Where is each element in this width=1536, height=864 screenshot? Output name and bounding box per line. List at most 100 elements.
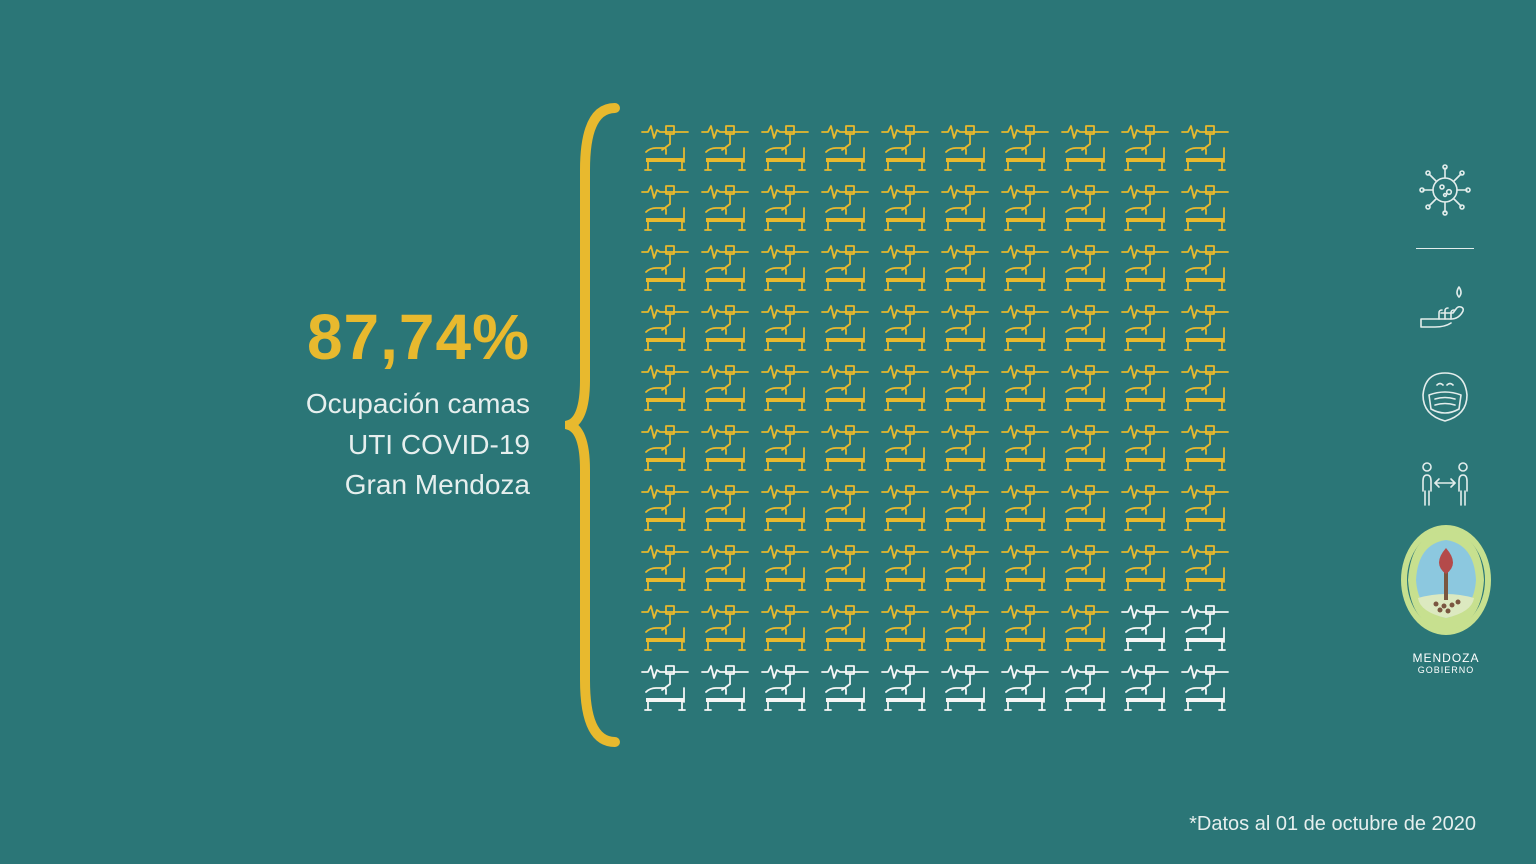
bed-icon-filled: [1060, 182, 1110, 234]
bed-icon-empty: [940, 662, 990, 714]
bed-icon-empty: [880, 662, 930, 714]
headline-block: 87,74% Ocupación camas UTI COVID-19 Gran…: [150, 300, 530, 506]
side-divider: [1416, 248, 1474, 249]
bed-icon-filled: [640, 602, 690, 654]
bed-pictogram-grid: [640, 122, 1230, 714]
bed-icon-filled: [880, 422, 930, 474]
bed-icon-empty: [1180, 602, 1230, 654]
bed-icon-filled: [1060, 302, 1110, 354]
bed-icon-filled: [760, 602, 810, 654]
bed-icon-filled: [760, 362, 810, 414]
bed-icon-filled: [820, 182, 870, 234]
pictogram-row: [640, 542, 1230, 594]
mask-icon: [1415, 365, 1475, 425]
bed-icon-filled: [1180, 362, 1230, 414]
bed-icon-filled: [640, 122, 690, 174]
bed-icon-filled: [820, 482, 870, 534]
bed-icon-filled: [940, 362, 990, 414]
bed-icon-filled: [880, 542, 930, 594]
footer-note: *Datos al 01 de octubre de 2020: [1189, 813, 1476, 836]
bed-icon-filled: [1000, 122, 1050, 174]
bed-icon-empty: [820, 662, 870, 714]
bed-icon-filled: [880, 122, 930, 174]
bed-icon-filled: [1120, 242, 1170, 294]
bed-icon-filled: [820, 362, 870, 414]
bed-icon-filled: [940, 542, 990, 594]
bed-icon-filled: [880, 362, 930, 414]
bed-icon-filled: [820, 602, 870, 654]
bed-icon-filled: [700, 362, 750, 414]
bed-icon-filled: [640, 242, 690, 294]
bed-icon-filled: [640, 362, 690, 414]
bed-icon-filled: [1000, 242, 1050, 294]
bed-icon-filled: [1000, 542, 1050, 594]
bed-icon-empty: [760, 662, 810, 714]
logo-subtitle: GOBIERNO: [1396, 665, 1496, 676]
bed-icon-filled: [1060, 122, 1110, 174]
virus-icon: [1415, 160, 1475, 220]
bed-icon-filled: [700, 242, 750, 294]
curly-brace: [565, 100, 625, 750]
bed-icon-filled: [1000, 362, 1050, 414]
bed-icon-filled: [1060, 242, 1110, 294]
bed-icon-filled: [640, 542, 690, 594]
bed-icon-filled: [1180, 242, 1230, 294]
bed-icon-filled: [940, 302, 990, 354]
bed-icon-filled: [1120, 302, 1170, 354]
side-icon-column: [1406, 160, 1484, 513]
pictogram-row: [640, 242, 1230, 294]
bed-icon-filled: [760, 182, 810, 234]
bed-icon-empty: [1060, 662, 1110, 714]
bed-icon-filled: [700, 122, 750, 174]
bed-icon-filled: [820, 542, 870, 594]
bed-icon-filled: [1180, 422, 1230, 474]
bed-icon-filled: [820, 302, 870, 354]
pictogram-row: [640, 422, 1230, 474]
bed-icon-filled: [640, 302, 690, 354]
bed-icon-filled: [700, 482, 750, 534]
bed-icon-filled: [1000, 602, 1050, 654]
bed-icon-filled: [940, 422, 990, 474]
pictogram-row: [640, 662, 1230, 714]
bed-icon-filled: [760, 422, 810, 474]
bed-icon-filled: [820, 122, 870, 174]
bed-icon-filled: [820, 422, 870, 474]
bed-icon-filled: [700, 302, 750, 354]
bed-icon-filled: [880, 602, 930, 654]
distance-icon: [1415, 453, 1475, 513]
bed-icon-filled: [1180, 122, 1230, 174]
hand-wash-icon: [1415, 277, 1475, 337]
bed-icon-filled: [880, 302, 930, 354]
bed-icon-filled: [760, 302, 810, 354]
bed-icon-filled: [940, 122, 990, 174]
bed-icon-filled: [700, 602, 750, 654]
pictogram-row: [640, 362, 1230, 414]
subtitle-line-2: UTI COVID-19: [150, 425, 530, 466]
bed-icon-filled: [880, 242, 930, 294]
bed-icon-filled: [1000, 422, 1050, 474]
bed-icon-empty: [1180, 662, 1230, 714]
bed-icon-filled: [640, 422, 690, 474]
bed-icon-filled: [640, 482, 690, 534]
bed-icon-filled: [1120, 122, 1170, 174]
subtitle-line-3: Gran Mendoza: [150, 465, 530, 506]
bed-icon-empty: [700, 662, 750, 714]
logo-title: MENDOZA: [1396, 651, 1496, 665]
bed-icon-filled: [1120, 182, 1170, 234]
occupancy-subtitle: Ocupación camas UTI COVID-19 Gran Mendoz…: [150, 384, 530, 506]
bed-icon-filled: [760, 482, 810, 534]
logo-text: MENDOZA GOBIERNO: [1396, 651, 1496, 676]
bed-icon-filled: [940, 602, 990, 654]
bed-icon-filled: [880, 182, 930, 234]
pictogram-row: [640, 482, 1230, 534]
bed-icon-filled: [1180, 302, 1230, 354]
bed-icon-empty: [1120, 662, 1170, 714]
bed-icon-filled: [1000, 302, 1050, 354]
bed-icon-filled: [1000, 182, 1050, 234]
bed-icon-empty: [1120, 602, 1170, 654]
bed-icon-filled: [760, 542, 810, 594]
bed-icon-filled: [1180, 542, 1230, 594]
bed-icon-filled: [1060, 482, 1110, 534]
bed-icon-filled: [940, 242, 990, 294]
bed-icon-filled: [700, 182, 750, 234]
